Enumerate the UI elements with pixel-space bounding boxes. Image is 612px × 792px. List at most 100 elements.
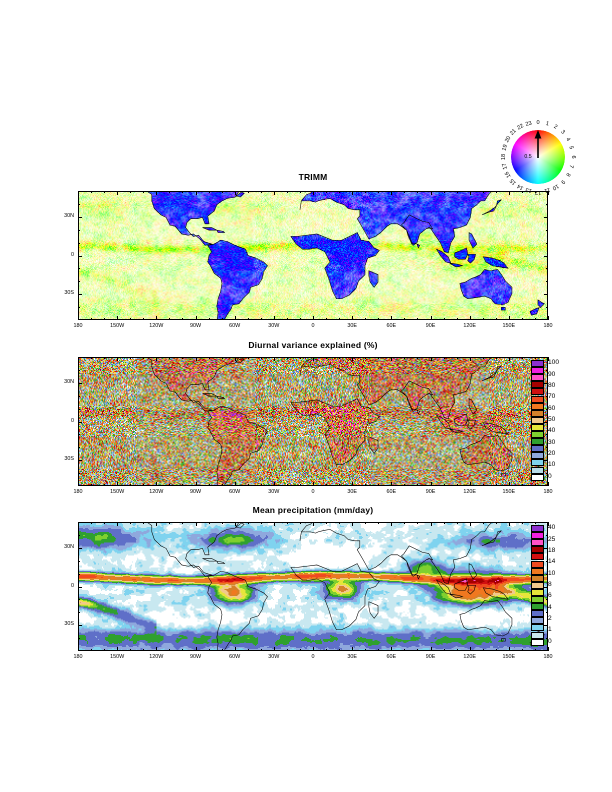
- x-tick: [482, 522, 484, 525]
- x-axis-label: 120E: [463, 654, 476, 660]
- x-tick: [286, 648, 288, 651]
- x-tick: [482, 648, 484, 651]
- x-tick: [430, 316, 432, 320]
- x-tick: [169, 191, 171, 194]
- x-axis-label: 0: [311, 323, 315, 329]
- x-axis-label: 90E: [425, 654, 436, 660]
- y-tick: [544, 216, 548, 218]
- clock-hour-label: 0: [536, 119, 540, 126]
- y-tick: [78, 534, 81, 536]
- x-tick: [521, 191, 523, 194]
- x-tick: [339, 483, 341, 486]
- x-tick: [234, 482, 236, 486]
- y-axis-label: 30S: [64, 290, 74, 297]
- x-tick: [182, 648, 184, 651]
- x-tick: [534, 191, 536, 194]
- y-axis-label: 30N: [64, 378, 74, 385]
- y-tick: [545, 612, 548, 614]
- x-tick: [130, 648, 132, 651]
- y-axis-label: 0: [71, 251, 74, 258]
- x-tick: [443, 317, 445, 320]
- x-tick: [430, 647, 432, 651]
- x-tick: [404, 357, 406, 360]
- x-tick: [299, 357, 301, 360]
- colorbar-swatch: [531, 473, 544, 481]
- x-tick: [247, 483, 249, 486]
- x-tick: [91, 317, 93, 320]
- x-tick: [195, 647, 197, 651]
- x-tick: [378, 648, 380, 651]
- x-tick: [299, 648, 301, 651]
- y-tick: [545, 268, 548, 270]
- x-tick: [91, 522, 93, 525]
- x-axis-label: 30E: [347, 489, 357, 495]
- y-axis-label: 30N: [64, 212, 74, 219]
- y-tick: [78, 460, 82, 462]
- x-axis-label: 30E: [347, 323, 357, 329]
- y-tick: [545, 307, 548, 309]
- colorbar-swatch: [531, 459, 544, 467]
- y-tick: [544, 294, 548, 296]
- y-tick: [78, 369, 81, 371]
- x-axis-label: 150W: [110, 489, 125, 495]
- colorbar-swatch: [531, 423, 544, 431]
- x-tick: [508, 191, 510, 195]
- x-tick: [521, 483, 523, 486]
- x-tick: [104, 357, 106, 360]
- x-axis-label: 90E: [425, 489, 436, 495]
- colorbar-label: 10: [548, 569, 556, 577]
- x-tick: [313, 191, 314, 195]
- x-tick: [508, 647, 510, 651]
- x-tick: [352, 522, 354, 526]
- x-tick: [495, 191, 497, 194]
- x-tick: [169, 522, 171, 525]
- x-tick: [352, 316, 354, 320]
- x-tick: [104, 483, 106, 486]
- x-tick: [156, 316, 158, 320]
- x-tick: [469, 191, 471, 195]
- x-tick: [260, 357, 262, 360]
- y-tick: [78, 307, 81, 309]
- x-tick: [182, 317, 184, 320]
- y-tick: [544, 460, 548, 462]
- x-tick: [365, 648, 367, 651]
- x-tick: [534, 357, 536, 360]
- phase-arrow-icon: [534, 130, 542, 158]
- x-tick: [404, 522, 406, 525]
- coastline-overlay-variance: [79, 358, 547, 485]
- x-tick: [234, 191, 236, 195]
- x-tick: [534, 483, 536, 486]
- x-axis-label: 60E: [386, 489, 397, 495]
- x-tick: [521, 522, 523, 525]
- colorbar-label: 18: [548, 546, 556, 554]
- x-tick: [78, 357, 79, 361]
- colorbar-label: 6: [548, 592, 552, 600]
- x-tick: [78, 522, 79, 526]
- x-tick: [234, 647, 236, 651]
- colorbar-swatch: [531, 395, 544, 403]
- colorbar-swatch: [531, 546, 544, 554]
- x-tick: [417, 317, 419, 320]
- x-tick: [482, 357, 484, 360]
- x-tick: [286, 191, 288, 194]
- colorbar-swatch: [531, 638, 544, 646]
- y-tick: [545, 229, 548, 231]
- colorbar-swatch: [531, 381, 544, 389]
- clock-hour-label: 12: [534, 188, 542, 195]
- y-tick: [545, 434, 548, 436]
- colorbar-swatch: [531, 567, 544, 575]
- y-tick: [545, 408, 548, 410]
- x-tick: [169, 317, 171, 320]
- x-tick: [365, 191, 367, 194]
- x-tick: [182, 357, 184, 360]
- colorbar-label: 20: [548, 450, 556, 458]
- x-tick: [313, 316, 314, 320]
- colorbar-label: 30: [548, 438, 556, 446]
- x-axis-label: 180: [73, 489, 83, 495]
- y-tick: [78, 573, 81, 575]
- x-tick: [169, 483, 171, 486]
- y-tick: [545, 560, 548, 562]
- x-tick: [91, 357, 93, 360]
- x-tick: [286, 522, 288, 525]
- colorbar-label: 60: [548, 404, 556, 412]
